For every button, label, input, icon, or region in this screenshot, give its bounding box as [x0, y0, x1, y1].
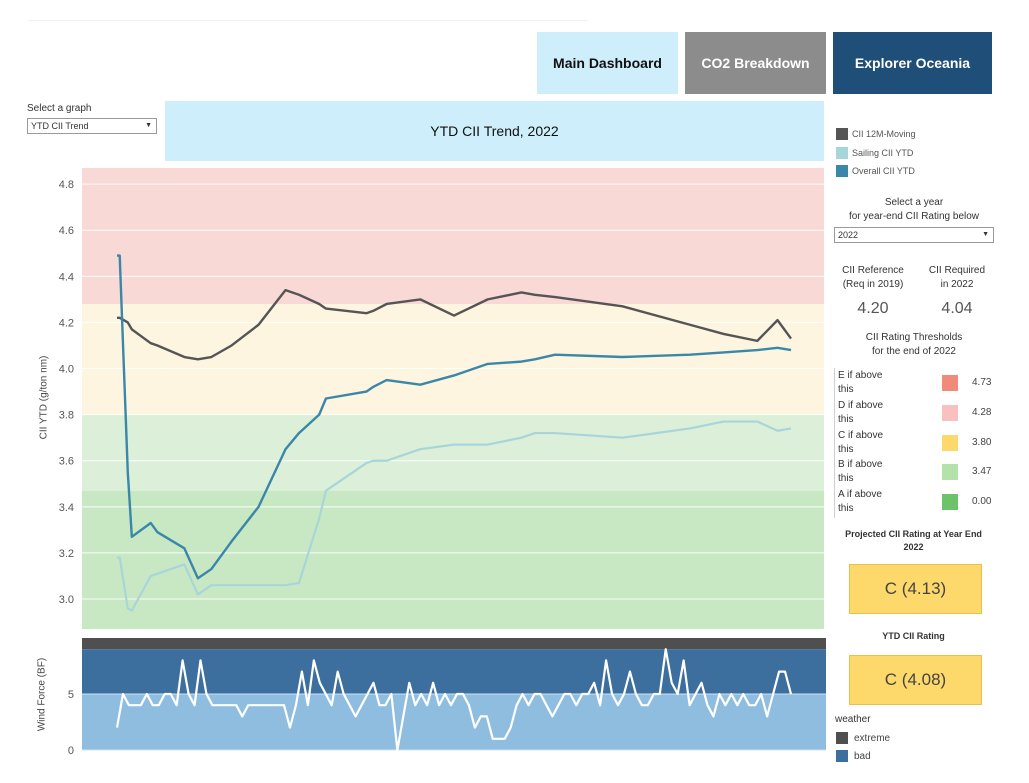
- cii-required-label: CII Required in 2022: [928, 265, 986, 290]
- weather-legend-title: weather: [835, 714, 871, 725]
- y-tick-label: 3.2: [59, 548, 74, 560]
- threshold-swatch: [942, 464, 958, 480]
- threshold-row-d: D if above this 4.28: [838, 399, 993, 427]
- weather-label: bad: [854, 750, 871, 762]
- threshold-value: 4.28: [972, 407, 992, 418]
- threshold-label: B if above this: [838, 459, 883, 484]
- chevron-down-icon: ▼: [145, 122, 152, 129]
- rating-band: [82, 168, 824, 304]
- threshold-row-a: A if above this 0.00: [838, 488, 993, 516]
- threshold-value: 4.73: [972, 377, 992, 388]
- year-select-dropdown[interactable]: 2022 ▼: [834, 227, 994, 243]
- graph-select-value: YTD CII Trend: [31, 121, 89, 131]
- series-line-1: [117, 288, 792, 361]
- weather-band: [82, 694, 826, 750]
- chart-title: YTD CII Trend, 2022: [165, 101, 824, 161]
- threshold-label: C if above this: [838, 430, 884, 455]
- ytd-rating-value: C (4.08): [849, 655, 982, 705]
- projected-rating-title: Projected CII Rating at Year End 2022: [845, 529, 982, 552]
- year-select-label: Select a year for year-end CII Rating be…: [848, 197, 980, 222]
- rating-band: [82, 414, 824, 491]
- y-tick-label: 3.6: [59, 456, 74, 468]
- series-line-2: [117, 420, 792, 612]
- year-select-value: 2022: [838, 230, 859, 240]
- y-tick-label: 4.2: [59, 317, 74, 329]
- threshold-swatch: [942, 494, 958, 510]
- explorer-oceania-button[interactable]: Explorer Oceania: [833, 32, 992, 94]
- weather-item-bad: bad: [836, 750, 871, 762]
- threshold-value: 3.80: [972, 437, 992, 448]
- graph-select-dropdown[interactable]: YTD CII Trend ▼: [27, 118, 157, 134]
- co2-breakdown-button[interactable]: CO2 Breakdown: [685, 32, 826, 94]
- weather-swatch: [836, 750, 848, 762]
- chevron-down-icon: ▼: [982, 231, 989, 238]
- projected-rating-value: C (4.13): [849, 564, 982, 614]
- legend-label: Sailing CII YTD: [852, 148, 914, 158]
- threshold-row-b: B if above this 3.47: [838, 458, 993, 486]
- cii-required-value: 4.04: [941, 300, 973, 317]
- series-line-3: [117, 254, 792, 580]
- rating-band: [82, 490, 824, 629]
- threshold-label: E if above this: [838, 370, 883, 395]
- legend-swatch: [836, 128, 848, 140]
- weather-item-extreme: extreme: [836, 732, 890, 744]
- legend-label: Overall CII YTD: [852, 166, 915, 176]
- graph-select-label: Select a graph: [27, 103, 92, 114]
- y-tick-label: 3.0: [59, 594, 74, 606]
- weather-label: extreme: [854, 732, 891, 744]
- legend-item-12m: CII 12M-Moving: [836, 128, 916, 140]
- thresholds-title: CII Rating Thresholds for the end of 202…: [865, 332, 963, 357]
- threshold-swatch: [942, 375, 958, 391]
- y-tick-label: 0: [68, 745, 74, 757]
- main-dashboard-button[interactable]: Main Dashboard: [537, 32, 678, 94]
- threshold-label: A if above this: [838, 489, 882, 514]
- y-tick-label: 4.8: [59, 179, 74, 191]
- weather-swatch: [836, 732, 848, 744]
- y-tick-label: 4.4: [59, 271, 74, 283]
- legend-label: CII 12M-Moving: [852, 129, 916, 139]
- y-tick-label: 3.4: [59, 502, 74, 514]
- threshold-row-e: E if above this 4.73: [838, 369, 993, 397]
- threshold-label: D if above this: [838, 400, 884, 425]
- threshold-swatch: [942, 405, 958, 421]
- legend-item-sailing: Sailing CII YTD: [836, 147, 913, 159]
- wind-force-line: [115, 648, 793, 752]
- legend-swatch: [836, 147, 848, 159]
- ytd-rating-title: YTD CII Rating: [882, 631, 945, 641]
- threshold-value: 3.47: [972, 466, 992, 477]
- legend-swatch: [836, 165, 848, 177]
- y-tick-label: 4.6: [59, 225, 74, 237]
- threshold-value: 0.00: [972, 496, 992, 507]
- weather-band: [82, 649, 826, 694]
- threshold-swatch: [942, 435, 958, 451]
- threshold-row-c: C if above this 3.80: [838, 429, 993, 457]
- y-tick-label: 4.0: [59, 364, 74, 376]
- cii-reference-label: CII Reference (Req in 2019): [842, 265, 904, 290]
- y-tick-label: 5: [68, 689, 74, 701]
- cii-reference-value: 4.20: [857, 300, 889, 317]
- top-divider: [28, 20, 588, 21]
- thresholds-divider: [834, 368, 835, 518]
- y-tick-label: 3.8: [59, 410, 74, 422]
- weather-band: [82, 638, 826, 650]
- legend-item-overall: Overall CII YTD: [836, 165, 915, 177]
